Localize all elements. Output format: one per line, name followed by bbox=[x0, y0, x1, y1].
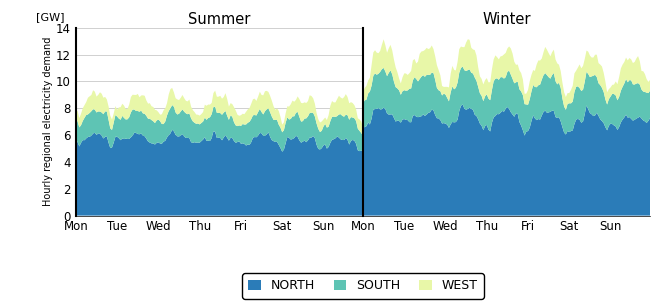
Title: Winter: Winter bbox=[482, 12, 531, 26]
Title: Summer: Summer bbox=[188, 12, 251, 26]
Y-axis label: Hourly regional electricity demand: Hourly regional electricity demand bbox=[44, 37, 53, 206]
Legend: NORTH, SOUTH, WEST: NORTH, SOUTH, WEST bbox=[242, 273, 484, 299]
Text: [GW]: [GW] bbox=[36, 12, 64, 22]
